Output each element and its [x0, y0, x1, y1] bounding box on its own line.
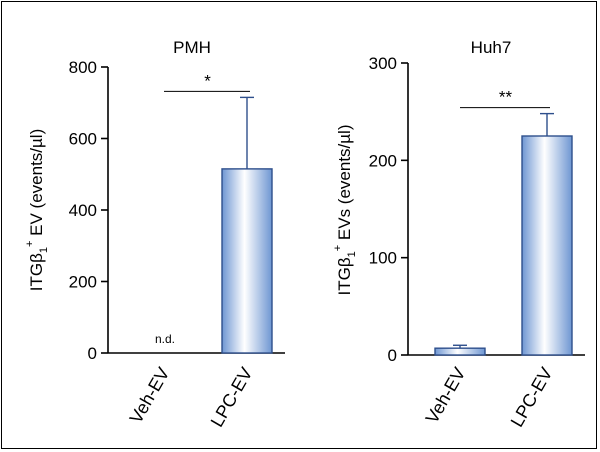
significance-label: ** — [499, 88, 513, 107]
y-tick-label: 200 — [369, 151, 397, 170]
chart-title: Huh7 — [471, 38, 512, 57]
y-axis-label: ITGβ1+ EVs (events/µl) — [332, 125, 358, 296]
y-tick-label: 100 — [369, 249, 397, 268]
y-tick-label: 300 — [369, 54, 397, 73]
chart-title: PMH — [173, 38, 211, 57]
y-tick-label: 0 — [388, 346, 397, 365]
y-tick-label: 0 — [88, 344, 97, 363]
not-detected-label: n.d. — [155, 332, 175, 346]
x-tick-label: LPC-EV — [507, 364, 557, 430]
chart-pmh: PMH ITGβ1+ EV (events/µl) 0200400600800 … — [24, 38, 285, 430]
y-tick-label: 200 — [69, 273, 97, 292]
significance-label: * — [204, 71, 211, 90]
y-tick-label: 400 — [69, 201, 97, 220]
x-tick-label: LPC-EV — [207, 364, 257, 430]
chart-huh7: Huh7 ITGβ1+ EVs (events/µl) 0 100 200 300 V… — [332, 38, 585, 430]
x-tick-label: Veh-EV — [422, 364, 470, 427]
bar — [221, 168, 273, 354]
y-tick-label: 800 — [69, 58, 97, 77]
bar — [434, 347, 486, 356]
x-tick-label: Veh-EV — [126, 364, 174, 427]
y-axis-label: ITGβ1+ EV (events/µl) — [24, 129, 50, 292]
bar — [521, 135, 573, 356]
y-tick-label: 600 — [69, 130, 97, 149]
